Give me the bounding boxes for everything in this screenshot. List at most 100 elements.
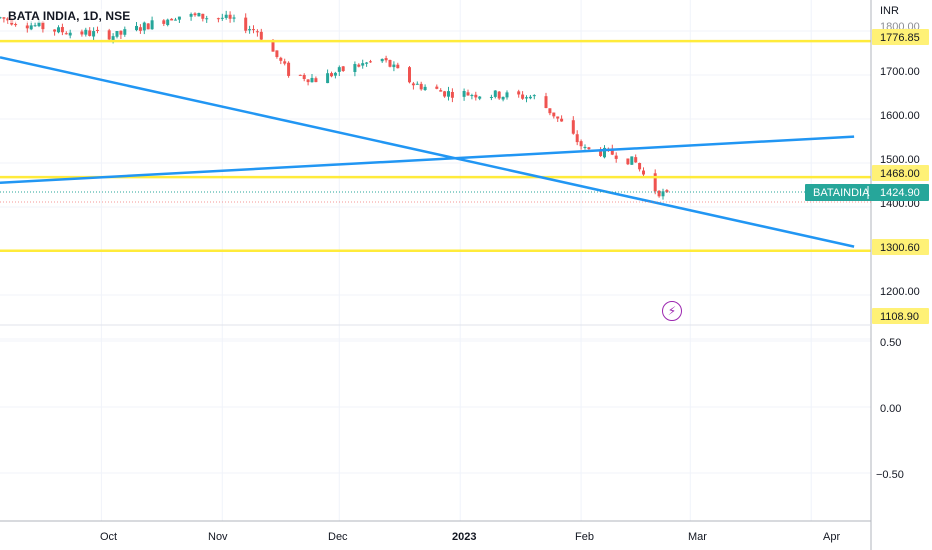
candle-body <box>287 62 291 76</box>
candle-body <box>517 91 521 95</box>
candle <box>174 17 177 21</box>
candle <box>525 95 528 103</box>
candle-body <box>6 18 10 21</box>
candle-body <box>337 67 341 72</box>
candle-body <box>657 190 661 197</box>
candle-body <box>96 29 99 31</box>
lightning-icon[interactable]: ⚡︎ <box>662 301 682 321</box>
candle-body <box>560 118 564 122</box>
candle <box>447 86 450 101</box>
candle <box>489 94 493 101</box>
candle <box>216 17 220 23</box>
candle-body <box>135 25 138 31</box>
candle <box>146 23 150 30</box>
candle-body <box>614 155 618 159</box>
svg-text:1108.90: 1108.90 <box>880 311 919 323</box>
candle-body <box>497 91 501 99</box>
candle <box>96 26 99 34</box>
time-label-nov: Nov <box>208 531 228 543</box>
candle <box>384 55 388 63</box>
candle <box>579 139 583 150</box>
candle-body <box>653 173 657 192</box>
candle-body <box>33 25 37 27</box>
candle <box>25 21 29 33</box>
trendline-0 <box>0 56 855 248</box>
candle-body <box>532 95 536 97</box>
candle-body <box>228 14 232 19</box>
candle <box>248 25 252 34</box>
candle-body <box>306 79 310 83</box>
indicator-axis[interactable]: 0.50 0.00 −0.50 <box>876 337 904 481</box>
svg-text:1300.60: 1300.60 <box>880 242 920 254</box>
candle <box>369 59 372 63</box>
candle-body <box>443 91 447 97</box>
candle <box>150 16 154 30</box>
candle-body <box>470 95 474 97</box>
candle-body <box>552 112 556 117</box>
price-label-1700: 1700.00 <box>880 66 920 78</box>
candle <box>41 21 45 33</box>
candle-body <box>380 58 384 62</box>
price-axis[interactable]: 1800.00 1700.00 1600.00 1500.00 1400.00 … <box>880 21 920 298</box>
candle-body <box>330 73 333 77</box>
candle-body <box>333 72 337 76</box>
candle-body <box>341 66 345 72</box>
candle-body <box>396 64 400 69</box>
candle <box>6 17 10 24</box>
candle <box>653 169 657 195</box>
trendline-1 <box>0 135 855 185</box>
candle <box>443 90 447 98</box>
candle <box>314 76 318 83</box>
candle <box>408 66 411 84</box>
candle-body <box>80 31 84 35</box>
candle <box>0 16 2 19</box>
candle <box>415 81 419 85</box>
candle-body <box>302 75 306 79</box>
candle-body <box>435 86 439 89</box>
candle <box>435 84 439 90</box>
candle-body <box>603 147 606 158</box>
candle-body <box>2 17 6 19</box>
candle-body <box>14 24 18 26</box>
candle <box>575 130 579 146</box>
candle <box>162 19 166 27</box>
candle-body <box>244 17 248 31</box>
symbol-title[interactable]: BATA INDIA, 1D, NSE <box>8 9 131 23</box>
candle <box>528 94 532 100</box>
time-axis[interactable]: Oct Nov Dec 2023 Feb Mar Apr <box>100 531 840 543</box>
candle-body <box>177 16 181 20</box>
candle-body <box>326 73 330 84</box>
candle <box>462 88 466 101</box>
candle-body <box>353 64 357 72</box>
candle-body <box>68 32 72 36</box>
candle-body <box>579 141 583 147</box>
candle-body <box>310 77 314 83</box>
candle <box>556 116 560 122</box>
currency-label: INR <box>880 5 899 17</box>
candle-body <box>423 86 427 91</box>
candle <box>205 15 209 23</box>
price-label-1500: 1500.00 <box>880 154 920 166</box>
candle-body <box>115 30 119 37</box>
candle-body <box>41 21 45 30</box>
candle <box>170 18 174 21</box>
candle <box>614 152 618 163</box>
candle <box>287 61 291 78</box>
candle <box>119 30 123 40</box>
candle-body <box>189 14 193 17</box>
candle <box>532 94 536 100</box>
candle-body <box>450 91 454 98</box>
candle <box>634 154 638 163</box>
candle-body <box>369 61 372 63</box>
indicator-label-neg050: −0.50 <box>876 469 904 481</box>
time-label-dec: Dec <box>328 531 348 543</box>
candle-body <box>525 97 528 99</box>
candle <box>544 92 548 109</box>
candle-body <box>197 13 201 17</box>
candle <box>603 145 606 159</box>
chart-grid <box>0 0 871 521</box>
candle <box>571 116 575 135</box>
candle <box>661 188 665 200</box>
horizontal-levels <box>0 39 871 252</box>
